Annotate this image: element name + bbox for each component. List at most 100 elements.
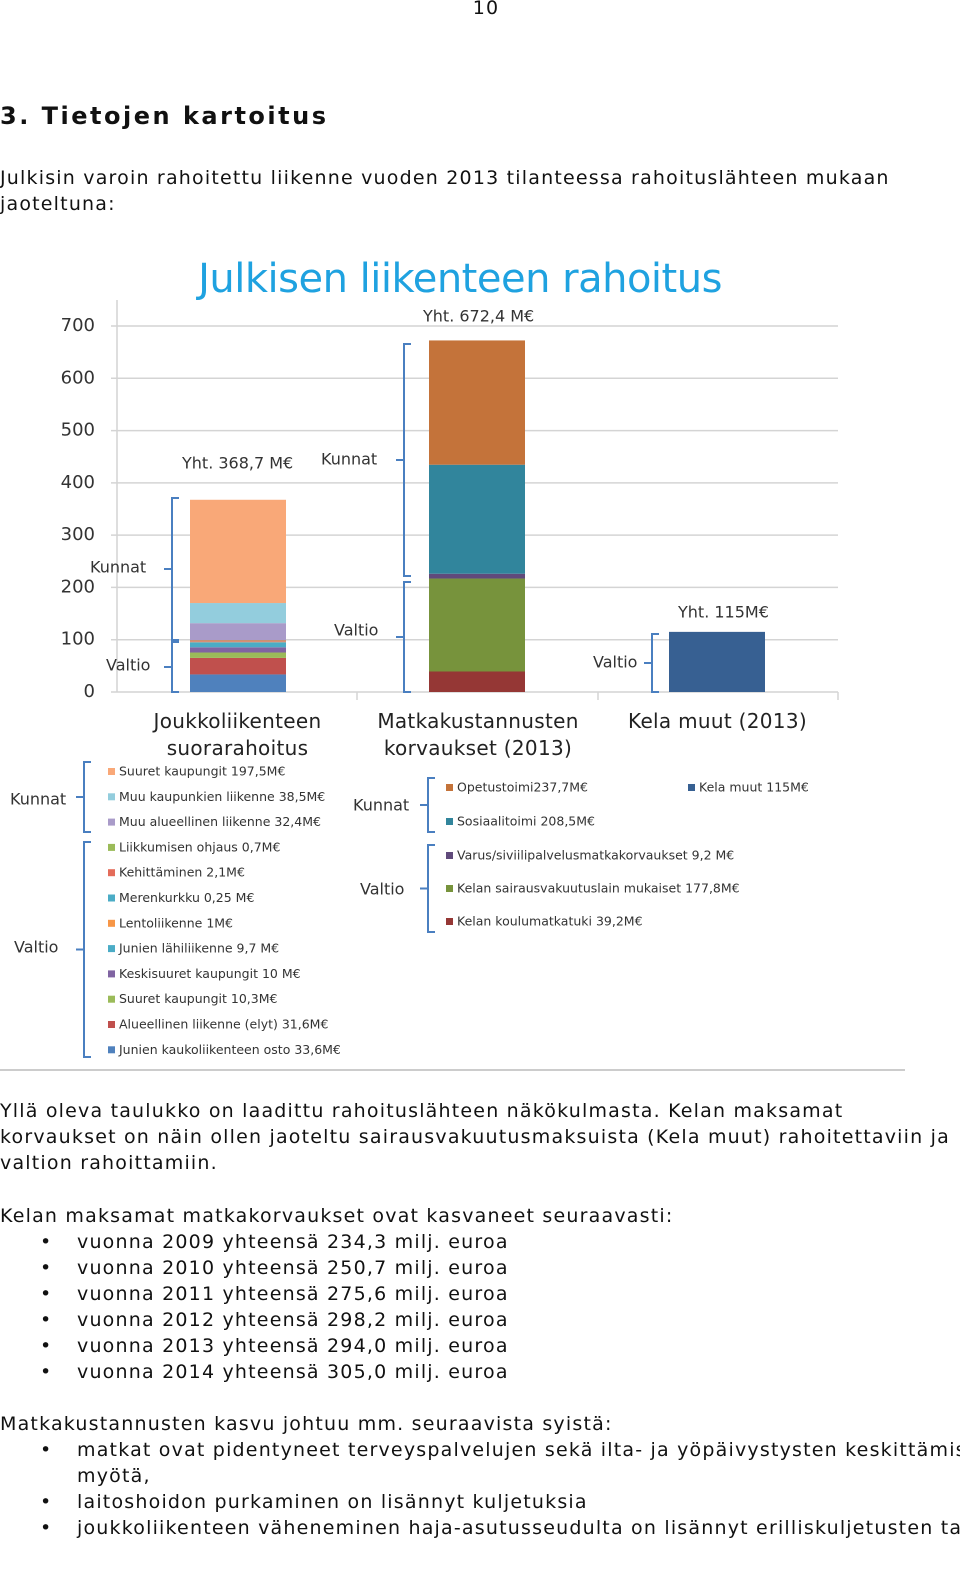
y-tick-label: 100 xyxy=(61,629,95,650)
y-tick-label: 300 xyxy=(61,524,95,545)
y-tick-label: 700 xyxy=(61,315,95,336)
bar-segment xyxy=(190,652,286,658)
legend-label: Kelan koulumatkatuki 39,2M€ xyxy=(457,914,643,929)
annotation: Yht. 672,4 M€ xyxy=(422,307,534,326)
bracket xyxy=(396,581,411,693)
list-item: laitoshoidon purkaminen on lisännyt kulj… xyxy=(40,1489,960,1515)
bar-segment xyxy=(190,647,286,653)
legend-swatch xyxy=(446,784,453,791)
legend-group-label: Valtio xyxy=(360,880,404,899)
bar-segment xyxy=(190,603,286,624)
bracket xyxy=(420,777,435,833)
legend-label: Junien lähiliikenne 9,7 M€ xyxy=(118,941,279,956)
legend-label: Sosiaalitoimi 208,5M€ xyxy=(457,814,595,829)
y-tick-label: 500 xyxy=(61,420,95,441)
list-item: joukkoliikenteen väheneminen haja-asutus… xyxy=(40,1515,960,1541)
legend-swatch xyxy=(446,852,453,859)
list-item: vuonna 2013 yhteensä 294,0 milj. euroa xyxy=(40,1333,509,1359)
legend-label: Suuret kaupungit 10,3M€ xyxy=(119,991,277,1006)
bullet-list: matkat ovat pidentyneet terveyspalveluje… xyxy=(0,1437,960,1541)
intro: Julkisin varoin rahoitettu liikenne vuod… xyxy=(0,167,890,215)
legend-label: Lentoliikenne 1M€ xyxy=(119,915,233,930)
legend-swatch xyxy=(108,945,115,953)
legend-group-label: Kunnat xyxy=(10,790,66,809)
list-intro: Kelan maksamat matkakorvaukset ovat kasv… xyxy=(0,1205,674,1227)
bracket xyxy=(644,633,659,693)
heading: 3. Tietojen kartoitus xyxy=(0,102,329,130)
bar-segment xyxy=(429,464,525,574)
bracket xyxy=(420,844,435,933)
legend-swatch xyxy=(108,869,115,877)
legend-label: Liikkumisen ohjaus 0,7M€ xyxy=(119,839,280,854)
bar-segment xyxy=(429,340,525,465)
bar-segment xyxy=(190,640,286,642)
legend-label: Alueellinen liikenne (elyt) 31,6M€ xyxy=(119,1017,328,1032)
legend-swatch xyxy=(108,793,115,801)
list-item: vuonna 2009 yhteensä 234,3 milj. euroa xyxy=(40,1229,509,1255)
legend-label: Kela muut 115M€ xyxy=(699,780,809,795)
annotation: Kunnat xyxy=(321,450,377,469)
legend-group-label: Kunnat xyxy=(353,796,409,815)
legend-label: Kehittäminen 2,1M€ xyxy=(119,865,245,880)
legend-swatch xyxy=(108,894,115,902)
bracket xyxy=(164,497,179,641)
bracket xyxy=(76,841,91,1058)
legend-group-label: Valtio xyxy=(14,938,58,957)
legend-label: Junien kaukoliikenteen osto 33,6M€ xyxy=(118,1042,341,1057)
y-tick-label: 0 xyxy=(84,681,95,702)
list-item: vuonna 2011 yhteensä 275,6 milj. euroa xyxy=(40,1281,509,1307)
bracket xyxy=(164,641,179,693)
annotation: Valtio xyxy=(593,653,637,672)
legend-swatch xyxy=(446,818,453,825)
list-item: matkat ovat pidentyneet terveyspalveluje… xyxy=(40,1437,960,1489)
y-tick-label: 400 xyxy=(61,472,95,493)
legend-swatch xyxy=(108,919,115,927)
bar-segment xyxy=(429,573,525,579)
y-tick-label: 200 xyxy=(61,576,95,597)
legend-label: Muu kaupunkien liikenne 38,5M€ xyxy=(119,789,325,804)
chart: 0 100 200 300 400 500 600 700 Yht. 368,7 M€ Kunna… xyxy=(0,300,905,1071)
legend-label: Suuret kaupungit 197,5M€ xyxy=(119,764,285,779)
annotation: Yht. 115M€ xyxy=(677,603,769,622)
bar-segment xyxy=(429,671,525,692)
legend-swatch xyxy=(446,885,453,892)
page-number: 10 xyxy=(472,0,500,19)
bar-segment xyxy=(190,657,286,675)
legend-label: Opetustoimi237,7M€ xyxy=(457,780,588,795)
legend-swatch xyxy=(446,918,453,925)
bracket xyxy=(76,761,91,833)
legend-swatch xyxy=(108,995,115,1003)
legend-label: Merenkurkku 0,25 M€ xyxy=(119,890,254,905)
bar-segment xyxy=(190,641,286,643)
legend-swatch xyxy=(108,768,115,775)
bar-segment xyxy=(190,623,286,641)
legend-swatch xyxy=(688,784,695,791)
list-item: vuonna 2012 yhteensä 298,2 milj. euroa xyxy=(40,1307,509,1333)
legend-swatch xyxy=(108,970,115,978)
legend-label: Keskisuuret kaupungit 10 M€ xyxy=(119,966,301,981)
bracket xyxy=(396,343,411,577)
legend-label: Kelan sairausvakuutuslain mukaiset 177,8… xyxy=(457,881,740,896)
bullet-list: vuonna 2009 yhteensä 234,3 milj. euroa vu… xyxy=(0,1229,509,1385)
paragraph: Yllä oleva taulukko on laadittu rahoitus… xyxy=(0,1100,950,1174)
bar-segment xyxy=(190,499,286,604)
list-intro: Matkakustannusten kasvu johtuu mm. seura… xyxy=(0,1413,613,1435)
category-label: Matkakustannusten korvaukset (2013) xyxy=(377,709,579,760)
annotation: Valtio xyxy=(334,621,378,640)
bar-segment xyxy=(190,642,286,648)
legend-swatch xyxy=(108,1021,115,1028)
legend-label: Muu alueellinen liikenne 32,4M€ xyxy=(119,814,321,829)
category-label: Kela muut (2013) xyxy=(628,709,807,733)
annotation: Kunnat xyxy=(90,558,146,577)
bar-segment xyxy=(429,578,525,672)
bar-segment xyxy=(669,631,765,692)
chart-title: Julkisen liikenteen rahoitus xyxy=(198,256,722,302)
legend-swatch xyxy=(108,1046,115,1054)
annotation: Yht. 368,7 M€ xyxy=(181,454,293,473)
legend-swatch xyxy=(108,843,115,851)
list-item: vuonna 2014 yhteensä 305,0 milj. euroa xyxy=(40,1359,509,1385)
annotation: Valtio xyxy=(106,656,150,675)
category-label: Joukkoliikenteen suorarahoitus xyxy=(153,709,322,760)
y-tick-label: 600 xyxy=(61,367,95,388)
